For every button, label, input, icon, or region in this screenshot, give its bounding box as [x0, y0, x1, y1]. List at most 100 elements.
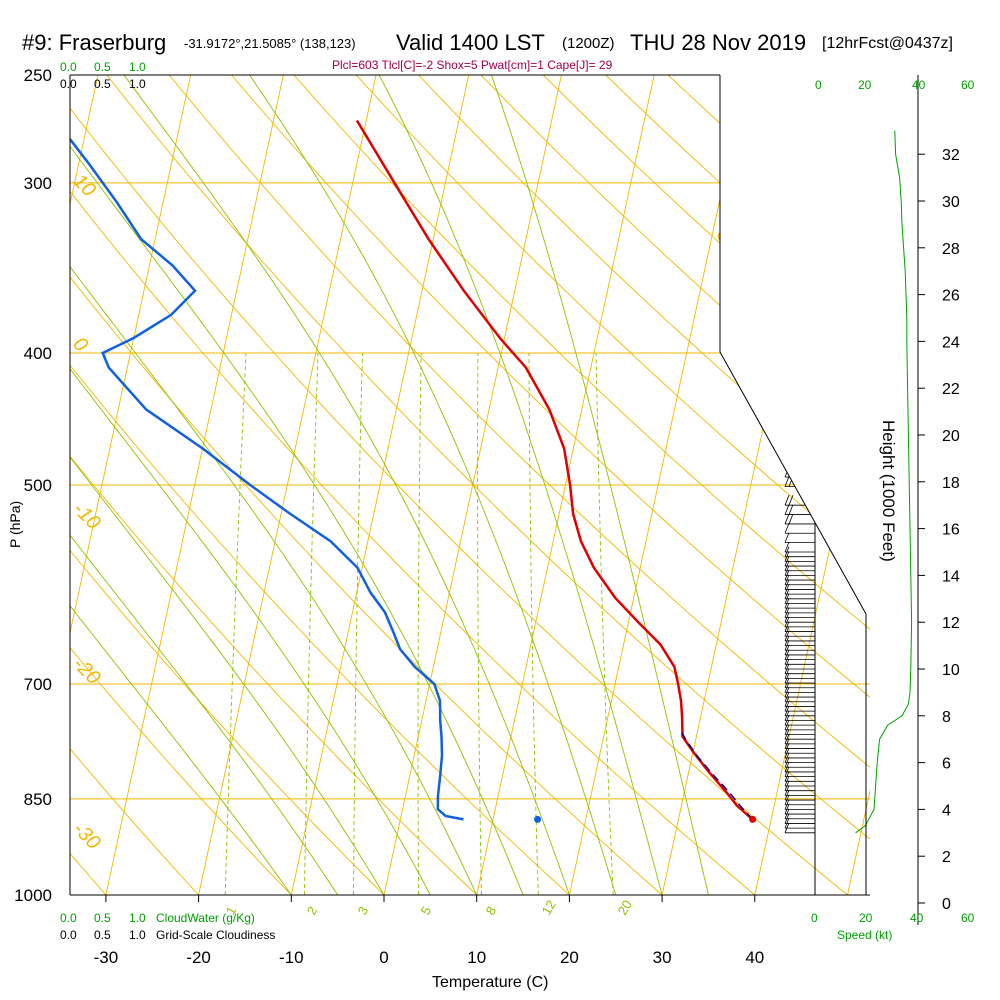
height-tick-label-12: 12 [942, 615, 960, 632]
surface-temperature-marker [749, 815, 757, 823]
wind-barb-flag-62 [784, 523, 790, 534]
height-tick-label-2: 2 [942, 849, 951, 866]
height-tick-label-20: 20 [942, 428, 960, 445]
height-tick-label-22: 22 [942, 381, 960, 398]
y-axis-title: P (hPa) [7, 501, 23, 548]
mixing-ratio-label-3: 3 [355, 904, 372, 918]
upper-right-mask [720, 75, 870, 614]
parcel-profile [680, 730, 754, 820]
dry-adiabat--10 [70, 647, 292, 895]
dry-adiabat-30 [70, 276, 663, 895]
height-tick-label-10: 10 [942, 662, 960, 679]
valid-time: Valid 1400 LST [396, 30, 545, 55]
temp-tick-label-30: 30 [653, 948, 672, 967]
moist-adiabat-25 [249, 75, 617, 895]
sounding-profiles [70, 119, 757, 823]
pressure-label-400: 400 [24, 344, 52, 363]
moist-adiabat-15 [70, 145, 524, 895]
speed-axis-label: Speed (kt) [837, 928, 892, 942]
temp-tick-label--30: -30 [94, 948, 119, 967]
speed-tick-top-0: 0 [815, 78, 822, 92]
wind-barb-flag-60 [784, 541, 790, 553]
dry-adiabat-20 [70, 364, 570, 895]
dry-adiabat-70 [168, 75, 870, 768]
pressure-label-300: 300 [24, 174, 52, 193]
pressure-label-700: 700 [24, 675, 52, 694]
cloudiness-scale-bottom-0: 0.0 [60, 928, 77, 942]
cloudiness-scale-bottom-2: 1.0 [129, 928, 146, 942]
dry-adiabat--20 [70, 748, 199, 895]
height-tick-label-28: 28 [942, 241, 960, 258]
surface-dewpoint-marker [534, 815, 542, 823]
isotherm--40 [70, 75, 192, 635]
speed-tick-bottom-20: 20 [859, 911, 873, 925]
mixing-ratio-label-5: 5 [418, 904, 435, 918]
wind-barb-flag2-63 [788, 513, 794, 525]
isotherm--60 [0, 75, 5, 895]
cloudiness-label: Grid-Scale Cloudiness [156, 928, 275, 942]
isotherm-10 [476, 75, 655, 895]
moist-adiabat-20 [123, 75, 570, 895]
wind-barb-flag2-64 [788, 504, 794, 515]
isotherm-0 [383, 75, 562, 895]
temp-tick-label-0: 0 [379, 948, 388, 967]
temp-tick-label--20: -20 [186, 948, 211, 967]
sounding-indices: Plcl=603 Tlcl[C]=-2 Shox=5 Pwat[cm]=1 Ca… [332, 58, 613, 72]
pressure-label-850: 850 [24, 790, 52, 809]
wind-barb-63 [784, 513, 815, 525]
height-tick-label-18: 18 [942, 475, 960, 492]
height-tick-label-16: 16 [942, 522, 960, 539]
station-title: #9: Fraserburg [22, 30, 166, 55]
speed-tick-top-20: 20 [858, 78, 872, 92]
height-tick-label-14: 14 [942, 568, 960, 585]
mixing-ratio-1 [224, 352, 247, 895]
mixing-ratio-8 [477, 352, 482, 895]
temp-tick-label--10: -10 [279, 948, 304, 967]
cloudiness-scale-bottom-1: 0.5 [94, 928, 111, 942]
dry-adiabat-80 [231, 75, 870, 698]
plot-right-boundary [719, 75, 867, 895]
cloudiness-scale-top-2: 1.0 [129, 77, 146, 91]
isotherm-50 [847, 788, 870, 895]
cloudwater-scale-top-1: 0.5 [94, 60, 111, 74]
wind-barb-61 [784, 532, 815, 544]
moist-adiabat-30 [378, 75, 663, 895]
wind-barb-flag-61 [784, 532, 790, 543]
isotherm-label-8: -30 [68, 818, 104, 854]
cloudwater-scale-top-2: 1.0 [129, 60, 146, 74]
height-tick-label-0: 0 [942, 896, 951, 913]
dry-adiabat-110 [418, 75, 870, 500]
mixing-ratio-2 [303, 352, 319, 895]
station-coords: -31.9172°,21.5085° (138,123) [184, 36, 356, 51]
speed-tick-bottom-0: 0 [811, 911, 818, 925]
wind-barb-62 [784, 523, 815, 534]
dewpoint-profile [70, 137, 464, 821]
wind-barb-flag-63 [784, 513, 790, 525]
dry-adiabat-60 [106, 75, 870, 840]
temperature-profile [355, 119, 754, 821]
isotherm--20 [198, 75, 377, 895]
height-tick-label-4: 4 [942, 802, 951, 819]
cloud-water-curve [855, 130, 913, 834]
cloudwater-scale-top-0: 0.0 [60, 60, 77, 74]
wind-barb-flag-66 [784, 476, 790, 487]
cloudwater-label: CloudWater (g/Kg) [156, 911, 255, 925]
cloudiness-scale-top-1: 0.5 [94, 77, 111, 91]
isotherm--30 [105, 75, 284, 895]
height-tick-label-24: 24 [942, 334, 960, 351]
isotherm-label-6: -10 [68, 498, 104, 534]
moist-adiabat-10 [70, 265, 478, 895]
speed-tick-top-60: 60 [961, 78, 975, 92]
axes: 1235812200102030100-10-20-30-30-20-10010… [14, 66, 960, 967]
pressure-label-1000: 1000 [14, 886, 52, 905]
isotherm-label-4: 10 [68, 170, 99, 201]
wind-barb-flag-65 [784, 495, 790, 506]
cloudwater-scale-bottom-2: 1.0 [129, 911, 146, 925]
mixing-ratio-label-2: 2 [304, 904, 321, 918]
cloudiness-scale-top-0: 0.0 [60, 77, 77, 91]
mixing-ratio-20 [595, 352, 614, 895]
height-tick-label-26: 26 [942, 288, 960, 305]
wind-barb-60 [784, 541, 815, 553]
height-tick-label-30: 30 [942, 194, 960, 211]
